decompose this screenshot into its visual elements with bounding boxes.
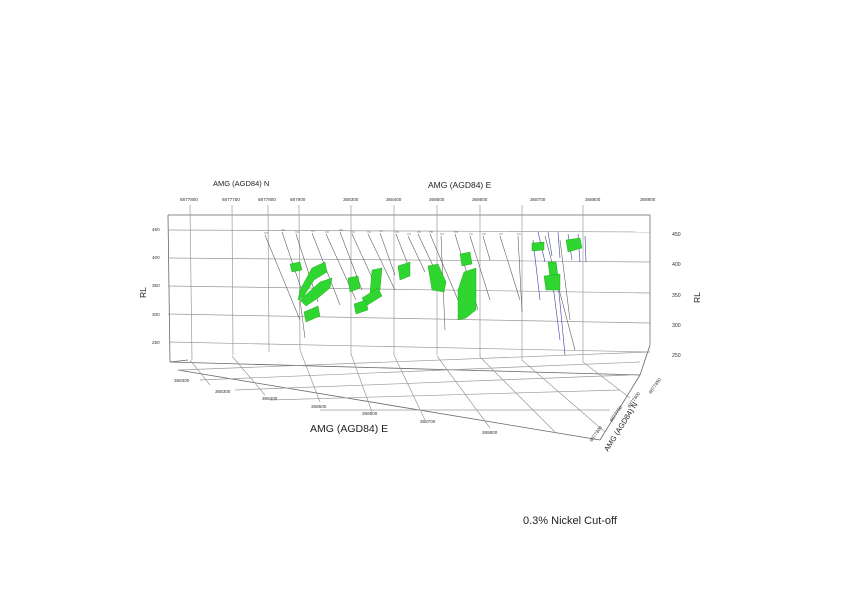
cutoff-caption: 0.3% Nickel Cut-off (523, 515, 617, 527)
top-east-tick: 368600 (472, 197, 488, 202)
bottom-east-tick: 368300 (215, 389, 231, 394)
right-rl-tick: 300 (672, 323, 681, 329)
left-rl-tick: 450 (152, 227, 160, 232)
right-rl-tick: 250 (672, 353, 681, 359)
top-north-tick: 6877800 (180, 197, 198, 202)
left-rl-axis-title: RL (138, 287, 148, 298)
orebody-lenses (289, 237, 583, 323)
left-rl-tick: 400 (152, 255, 160, 260)
top-north-tick: 6877750 (222, 197, 240, 202)
top-east-tick: 368500 (429, 197, 445, 202)
right-rl-axis: 450 400 350 300 250 RL (672, 232, 702, 359)
bottom-north-axis: 6877800 6877750 6877800 6877850 AMG (AGD… (589, 377, 663, 453)
bottom-north-tick: 6877800 (589, 425, 604, 443)
floor-grid (179, 349, 651, 433)
right-rl-tick: 350 (672, 293, 681, 299)
top-north-tick: 6877800 (258, 197, 276, 202)
back-wall-grid (167, 204, 651, 362)
bottom-east-tick: 368800 (482, 430, 498, 435)
top-east-tick: 368700 (530, 197, 546, 202)
top-north-axis: AMG (AGD84) N 6877800 6877750 6877800 68… (180, 179, 306, 202)
left-rl-tick: 350 (152, 283, 160, 288)
top-north-axis-title: AMG (AGD84) N (213, 179, 269, 188)
bottom-east-tick: 368700 (420, 419, 436, 424)
bottom-north-tick: 6877850 (648, 377, 663, 395)
top-north-tick: 687900 (290, 197, 306, 202)
top-east-axis-title: AMG (AGD84) E (428, 180, 492, 190)
bottom-east-tick: 368400 (262, 396, 278, 401)
left-rl-axis: RL 450 400 350 300 250 (138, 227, 160, 345)
bottom-east-axis: 368300 368300 368400 368500 368600 36870… (174, 378, 498, 435)
top-east-tick: 368800 (585, 197, 601, 202)
bottom-east-tick: 368500 (311, 404, 327, 409)
left-rl-tick: 250 (152, 340, 160, 345)
top-east-axis: AMG (AGD84) E 368300 368400 368500 36860… (343, 180, 656, 202)
top-east-tick: 368900 (640, 197, 656, 202)
right-rl-axis-title: RL (692, 292, 702, 303)
bottom-east-tick: 368300 (174, 378, 190, 383)
top-east-tick: 368400 (386, 197, 402, 202)
bottom-east-axis-title: AMG (AGD84) E (310, 423, 388, 435)
right-rl-tick: 400 (672, 262, 681, 268)
top-east-tick: 368300 (343, 197, 359, 202)
left-rl-tick: 300 (152, 312, 160, 317)
bottom-east-tick: 368600 (362, 411, 378, 416)
right-rl-tick: 450 (672, 232, 681, 238)
